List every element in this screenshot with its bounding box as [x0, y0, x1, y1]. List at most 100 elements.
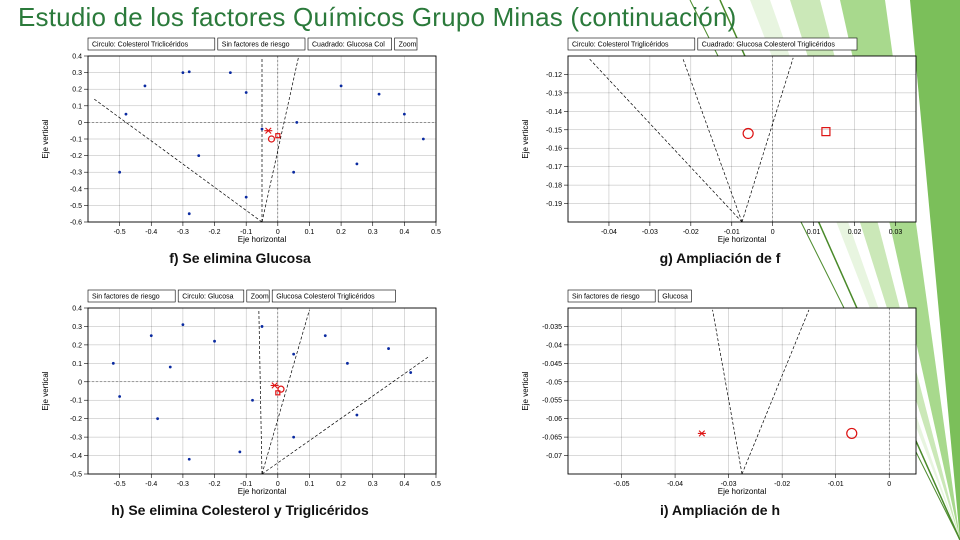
- svg-text:-0.02: -0.02: [774, 481, 790, 488]
- chart-h: Sin factores de riesgo Circulo: Glucosa Zo…: [30, 288, 450, 500]
- svg-text:-0.04: -0.04: [546, 342, 562, 349]
- svg-text:-0.3: -0.3: [70, 435, 82, 442]
- svg-text:0.2: 0.2: [336, 229, 346, 236]
- svg-text:-0.035: -0.035: [542, 324, 562, 331]
- svg-text:0.1: 0.1: [72, 103, 82, 110]
- svg-text:0.3: 0.3: [368, 229, 378, 236]
- svg-text:0.03: 0.03: [889, 229, 903, 236]
- svg-text:-0.2: -0.2: [70, 416, 82, 423]
- cell-h: Sin factores de riesgo Circulo: Glucosa Zo…: [0, 288, 480, 540]
- svg-text:-0.12: -0.12: [546, 72, 562, 79]
- svg-text:-0.13: -0.13: [546, 90, 562, 97]
- svg-text:Sin factores de riesgo: Sin factores de riesgo: [222, 42, 290, 49]
- svg-text:Circulo: Colesterol Triclicéri: Circulo: Colesterol Triclicéridos: [92, 42, 189, 49]
- svg-text:0: 0: [887, 481, 891, 488]
- svg-text:-0.6: -0.6: [70, 220, 82, 227]
- svg-text:0.4: 0.4: [399, 229, 409, 236]
- svg-text:-0.02: -0.02: [683, 229, 699, 236]
- svg-text:0.4: 0.4: [72, 306, 82, 313]
- svg-text:-0.065: -0.065: [542, 435, 562, 442]
- svg-text:0.4: 0.4: [72, 54, 82, 61]
- cell-f: Circulo: Colesterol Triclicéridos Sin fac…: [0, 36, 480, 288]
- svg-text:-0.4: -0.4: [145, 229, 157, 236]
- svg-text:0.01: 0.01: [807, 229, 821, 236]
- svg-text:-0.4: -0.4: [70, 453, 82, 460]
- caption-h: h) Se elimina Colesterol y Triglicéridos: [111, 502, 369, 518]
- svg-text:-0.01: -0.01: [828, 481, 844, 488]
- svg-text:Eje horizontal: Eje horizontal: [238, 487, 287, 496]
- svg-text:Sin factores de riesgo: Sin factores de riesgo: [572, 294, 640, 301]
- chart-grid: Circulo: Colesterol Triclicéridos Sin fac…: [0, 36, 960, 540]
- svg-text:0: 0: [78, 120, 82, 127]
- svg-text:0.2: 0.2: [336, 481, 346, 488]
- svg-text:Eje vertical: Eje vertical: [521, 371, 530, 410]
- svg-text:Zoom: Zoom: [251, 294, 269, 301]
- svg-text:Eje horizontal: Eje horizontal: [718, 235, 767, 244]
- svg-text:-0.1: -0.1: [70, 137, 82, 144]
- svg-text:-0.1: -0.1: [70, 398, 82, 405]
- svg-text:0.3: 0.3: [72, 324, 82, 331]
- svg-text:0.5: 0.5: [431, 481, 441, 488]
- svg-text:-0.5: -0.5: [70, 472, 82, 479]
- svg-text:Eje horizontal: Eje horizontal: [238, 235, 287, 244]
- caption-i: i) Ampliación de h: [660, 502, 780, 518]
- svg-text:-0.2: -0.2: [70, 153, 82, 160]
- svg-text:-0.17: -0.17: [546, 164, 562, 171]
- svg-text:-0.19: -0.19: [546, 201, 562, 208]
- svg-text:-0.14: -0.14: [546, 109, 562, 116]
- svg-text:-0.2: -0.2: [209, 481, 221, 488]
- caption-f: f) Se elimina Glucosa: [169, 250, 311, 266]
- svg-text:0.3: 0.3: [72, 70, 82, 77]
- chart-g: Circulo: Colesterol Triglicéridos Cuadrad…: [510, 36, 930, 248]
- svg-text:0: 0: [771, 229, 775, 236]
- svg-text:-0.16: -0.16: [546, 146, 562, 153]
- cell-g: Circulo: Colesterol Triglicéridos Cuadrad…: [480, 36, 960, 288]
- cell-i: Sin factores de riesgo Glucosa -0.05 -0.04 -…: [480, 288, 960, 540]
- svg-text:-0.5: -0.5: [70, 203, 82, 210]
- svg-text:0.1: 0.1: [72, 361, 82, 368]
- svg-text:0.1: 0.1: [305, 481, 315, 488]
- svg-text:-0.3: -0.3: [70, 170, 82, 177]
- svg-text:-0.03: -0.03: [642, 229, 658, 236]
- svg-text:0.4: 0.4: [399, 481, 409, 488]
- svg-text:-0.045: -0.045: [542, 361, 562, 368]
- svg-text:-0.2: -0.2: [209, 229, 221, 236]
- svg-text:0.3: 0.3: [368, 481, 378, 488]
- svg-text:-0.3: -0.3: [177, 229, 189, 236]
- svg-text:0.02: 0.02: [848, 229, 862, 236]
- svg-text:-0.04: -0.04: [601, 229, 617, 236]
- svg-text:-0.04: -0.04: [667, 481, 683, 488]
- svg-text:-0.18: -0.18: [546, 183, 562, 190]
- slide: Estudio de los factores Químicos Grupo M…: [0, 0, 960, 540]
- chart-f: Circulo: Colesterol Triclicéridos Sin fac…: [30, 36, 450, 248]
- svg-text:Glucosa: Glucosa: [662, 294, 688, 301]
- caption-g: g) Ampliación de f: [660, 250, 781, 266]
- svg-text:-0.15: -0.15: [546, 127, 562, 134]
- svg-text:-0.07: -0.07: [546, 453, 562, 460]
- page-title: Estudio de los factores Químicos Grupo M…: [18, 2, 736, 33]
- svg-text:Zoom: Zoom: [399, 42, 417, 49]
- svg-text:-0.05: -0.05: [614, 481, 630, 488]
- svg-text:-0.06: -0.06: [546, 416, 562, 423]
- svg-text:0.1: 0.1: [305, 229, 315, 236]
- svg-text:Eje vertical: Eje vertical: [41, 119, 50, 158]
- svg-text:-0.5: -0.5: [114, 481, 126, 488]
- svg-text:0.2: 0.2: [72, 342, 82, 349]
- svg-text:Cuadrado: Glucosa Col: Cuadrado: Glucosa Col: [312, 42, 385, 49]
- svg-text:-0.055: -0.055: [542, 398, 562, 405]
- svg-text:-0.3: -0.3: [177, 481, 189, 488]
- svg-text:0: 0: [78, 379, 82, 386]
- svg-text:Eje horizontal: Eje horizontal: [718, 487, 767, 496]
- svg-text:Glucosa Colesterol Triglicérid: Glucosa Colesterol Triglicéridos: [276, 294, 375, 301]
- svg-text:Eje vertical: Eje vertical: [521, 119, 530, 158]
- svg-text:-0.05: -0.05: [546, 379, 562, 386]
- svg-text:-0.5: -0.5: [114, 229, 126, 236]
- svg-text:Circulo: Colesterol Triglicéri: Circulo: Colesterol Triglicéridos: [572, 42, 669, 49]
- svg-text:-0.4: -0.4: [70, 186, 82, 193]
- svg-text:Sin factores de riesgo: Sin factores de riesgo: [92, 294, 160, 301]
- svg-text:-0.4: -0.4: [145, 481, 157, 488]
- svg-text:0.2: 0.2: [72, 87, 82, 94]
- svg-text:Cuadrado: Glucosa Colesterol T: Cuadrado: Glucosa Colesterol Triglicérid…: [702, 42, 836, 49]
- svg-text:Circulo: Glucosa: Circulo: Glucosa: [182, 294, 233, 301]
- chart-i: Sin factores de riesgo Glucosa -0.05 -0.04 -…: [510, 288, 930, 500]
